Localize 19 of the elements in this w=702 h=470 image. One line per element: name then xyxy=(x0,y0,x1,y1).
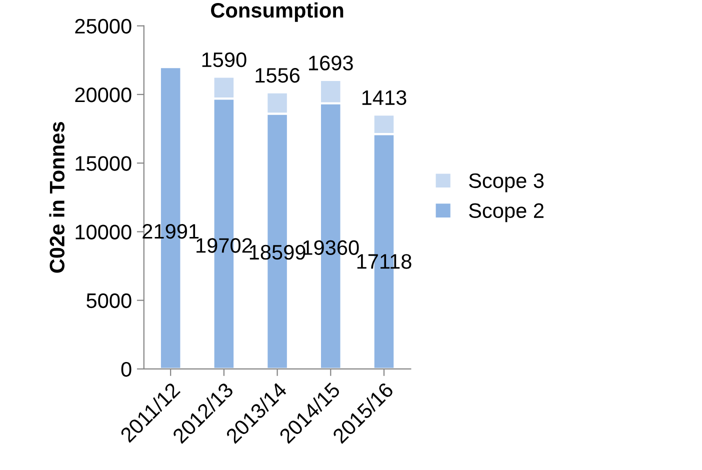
data-label: 1590 xyxy=(202,52,246,68)
chart-title: Consumption xyxy=(211,2,344,22)
data-label: 18599 xyxy=(250,244,306,260)
y-tick-label: 5000 xyxy=(86,293,132,308)
data-label: 21991 xyxy=(142,224,199,239)
legend-label: Scope 3 xyxy=(469,173,544,192)
y-tick-label: 15000 xyxy=(76,156,132,171)
y-tick-label: 0 xyxy=(121,362,132,377)
data-label: 1556 xyxy=(256,68,300,83)
y-axis-title: C02e in Tonnes xyxy=(49,122,65,273)
y-tick-label: 20000 xyxy=(75,87,132,102)
data-label: 1413 xyxy=(362,90,406,106)
y-tick-label: 25000 xyxy=(75,18,132,34)
data-label: 19702 xyxy=(196,238,252,253)
data-label: 1693 xyxy=(309,56,353,70)
legend-label: Scope 2 xyxy=(469,203,544,222)
y-tick-label: 10000 xyxy=(76,224,132,240)
data-label: 17118 xyxy=(357,254,412,269)
data-label: 19360 xyxy=(303,240,359,255)
